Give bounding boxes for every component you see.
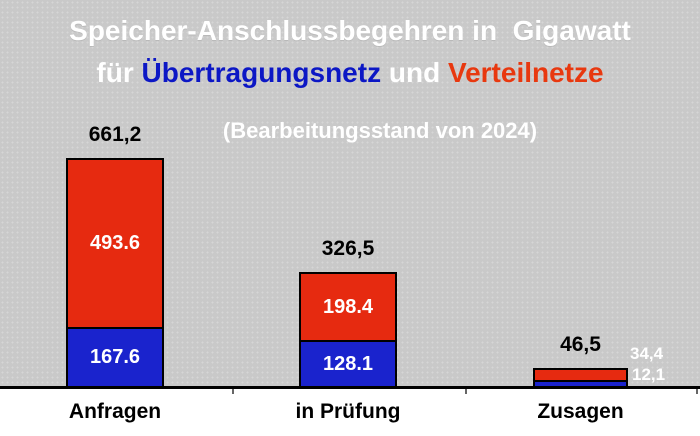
- title-line-2: für Übertragungsnetz und Verteilnetze: [0, 52, 700, 94]
- segment-verteilnetze-in-pruefung: 198.4: [301, 274, 395, 342]
- title-word-fuer: für: [96, 57, 142, 88]
- chart-title: Speicher-Anschlussbegehren in Gigawatt f…: [0, 10, 700, 94]
- total-label-anfragen: 661,2: [88, 123, 142, 146]
- category-label-in-pruefung: in Prüfung: [295, 400, 401, 423]
- segment-verteilnetze-anfragen: 493.6: [68, 160, 162, 329]
- x-axis-line: [0, 386, 700, 389]
- bar-in-pruefung: 198.4 128.1: [299, 272, 397, 386]
- value-label-verteilnetze-in-pruefung: 198.4: [322, 295, 374, 318]
- title-line-1: Speicher-Anschlussbegehren in Gigawatt: [69, 15, 631, 46]
- total-label-zusagen: 46,5: [560, 333, 601, 356]
- category-axis-area: Anfragen in Prüfung Zusagen: [0, 389, 700, 436]
- total-label-in-pruefung: 326,5: [321, 237, 375, 260]
- segment-verteilnetze-zusagen: [535, 370, 626, 382]
- bar-group-in-pruefung: 326,5 198.4 128.1: [299, 237, 397, 386]
- chart-subtitle: (Bearbeitungsstand von 2024): [222, 118, 538, 143]
- axis-tick: [232, 389, 234, 394]
- bar-zusagen: [533, 368, 628, 386]
- value-label-verteilnetze-zusagen: 34,4: [630, 344, 664, 363]
- title-word-und: und: [381, 57, 448, 88]
- title-word-verteilnetze: Verteilnetze: [447, 57, 604, 88]
- bar-group-anfragen: 661,2 493.6 167.6: [66, 123, 164, 386]
- axis-tick: [696, 389, 698, 394]
- bar-group-zusagen: 46,5: [533, 333, 628, 386]
- title-word-uebertragungsnetz: Übertragungsnetz: [141, 57, 382, 88]
- category-label-zusagen: Zusagen: [537, 400, 624, 423]
- value-label-verteilnetze-anfragen: 493.6: [89, 232, 141, 254]
- segment-uebertragungsnetz-in-pruefung: 128.1: [301, 342, 395, 386]
- category-label-anfragen: Anfragen: [68, 400, 162, 423]
- value-label-uebertragungsnetz-anfragen: 167.6: [89, 346, 141, 368]
- segment-uebertragungsnetz-zusagen: [535, 382, 626, 386]
- value-label-uebertragungsnetz-in-pruefung: 128.1: [322, 352, 374, 375]
- bar-anfragen: 493.6 167.6: [66, 158, 164, 386]
- segment-uebertragungsnetz-anfragen: 167.6: [68, 329, 162, 386]
- axis-tick: [465, 389, 467, 394]
- value-label-uebertragungsnetz-zusagen: 12,1: [632, 365, 666, 384]
- chart-canvas: Speicher-Anschlussbegehren in Gigawatt f…: [0, 0, 700, 389]
